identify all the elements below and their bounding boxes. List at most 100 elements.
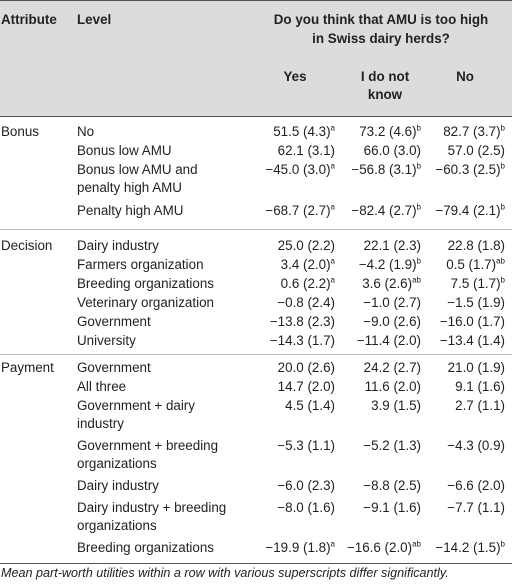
- cell-idk: 11.6 (2.0): [311, 379, 421, 394]
- cell-no: 21.0 (1.9): [395, 360, 505, 375]
- cell-value: 22.1 (2.3): [363, 238, 421, 253]
- cell-value: −19.9 (1.8): [265, 540, 331, 555]
- cell-value: 3.4 (2.0): [280, 257, 331, 272]
- significance-superscript: b: [500, 123, 505, 133]
- level-label: Dairy industry: [77, 238, 159, 253]
- header-rule: [0, 116, 512, 117]
- level-label: Government + breeding: [77, 438, 219, 453]
- cell-idk: −56.8 (3.1)b: [311, 162, 421, 177]
- attribute-label: Payment: [1, 360, 54, 375]
- cell-value: 20.0 (2.6): [277, 360, 335, 375]
- cell-value: 24.2 (2.7): [363, 360, 421, 375]
- level-label: Farmers organization: [77, 257, 204, 272]
- significance-superscript: b: [416, 256, 421, 266]
- level-header: Level: [77, 12, 112, 27]
- cell-no: −79.4 (2.1) b: [395, 203, 505, 218]
- cell-value: −8.8 (2.5): [363, 478, 421, 493]
- cell-value: 4.5 (1.4): [285, 398, 335, 413]
- significance-superscript: b: [500, 539, 505, 549]
- cell-yes: 0.6 (2.2)a: [225, 276, 335, 291]
- cell-yes: −14.3 (1.7): [225, 333, 335, 348]
- level-label: Dairy industry + breeding: [77, 500, 227, 515]
- cell-idk: −9.0 (2.6): [311, 314, 421, 329]
- cell-no: −14.2 (1.5)b: [395, 540, 505, 555]
- level-label: Breeding organizations: [77, 540, 214, 555]
- cell-no: −16.0 (1.7): [395, 314, 505, 329]
- cell-yes: −0.8 (2.4): [225, 295, 335, 310]
- cell-value: 51.5 (4.3): [273, 124, 331, 139]
- cell-yes: 14.7 (2.0): [225, 379, 335, 394]
- level-label: No: [77, 124, 95, 139]
- cell-yes: 4.5 (1.4): [225, 398, 335, 413]
- cell-value: 57.0 (2.5): [447, 143, 505, 158]
- cell-value: 14.7 (2.0): [277, 379, 335, 394]
- significance-superscript: a: [330, 539, 335, 549]
- cell-idk: −5.2 (1.3): [311, 438, 421, 453]
- cell-yes: 51.5 (4.3)a: [225, 124, 335, 139]
- cell-value: −5.3 (1.1): [277, 438, 335, 453]
- cell-no: −13.4 (1.4): [395, 333, 505, 348]
- yes-header: Yes: [283, 69, 307, 84]
- cell-value: 3.6 (2.6): [362, 276, 413, 291]
- significance-superscript: b: [416, 202, 421, 212]
- top-rule: [0, 0, 512, 1]
- cell-value: 82.7 (3.7): [443, 124, 501, 139]
- level-label: Bonus low AMU: [77, 143, 172, 158]
- cell-value: −16.0 (1.7): [439, 314, 505, 329]
- cell-idk: −8.8 (2.5): [311, 478, 421, 493]
- table-header: [0, 0, 512, 116]
- cell-idk: 24.2 (2.7): [311, 360, 421, 375]
- level-label: Veterinary organization: [77, 295, 214, 310]
- significance-superscript: b: [416, 123, 421, 133]
- significance-superscript: a: [330, 202, 335, 212]
- level-label: penalty high AMU: [77, 180, 182, 195]
- level-label: All three: [77, 379, 127, 394]
- cell-yes: −8.0 (1.6): [225, 500, 335, 515]
- idk-header-line1: I do not: [360, 69, 410, 84]
- cell-idk: 66.0 (3.0): [311, 143, 421, 158]
- cell-value: −8.0 (1.6): [277, 500, 335, 515]
- cell-idk: 3.6 (2.6)ab: [311, 276, 421, 291]
- cell-no: 9.1 (1.6): [395, 379, 505, 394]
- cell-yes: 20.0 (2.6): [225, 360, 335, 375]
- level-label: organizations: [77, 456, 157, 471]
- cell-idk: 22.1 (2.3): [311, 238, 421, 253]
- cell-value: −6.6 (2.0): [447, 478, 505, 493]
- level-label: Government: [77, 314, 151, 329]
- cell-value: 11.6 (2.0): [364, 379, 421, 394]
- significance-superscript: ab: [412, 275, 421, 285]
- cell-value: −4.2 (1.9): [358, 257, 417, 272]
- cell-value: −16.6 (2.0): [346, 540, 413, 555]
- cell-value: 0.6 (2.2): [280, 276, 331, 291]
- cell-idk: −4.2 (1.9)b: [311, 257, 421, 272]
- cell-no: −6.6 (2.0): [395, 478, 505, 493]
- cell-value: −13.8 (2.3): [269, 314, 335, 329]
- cell-value: −1.5 (1.9): [447, 295, 505, 310]
- no-header: No: [456, 69, 474, 84]
- level-label: Breeding organizations: [77, 276, 214, 291]
- cell-idk: 73.2 (4.6)b: [311, 124, 421, 139]
- cell-value: 7.5 (1.7): [450, 276, 501, 291]
- idk-header-line2: know: [367, 87, 403, 102]
- cell-yes: −6.0 (2.3): [225, 478, 335, 493]
- cell-value: −79.4 (2.1): [435, 203, 501, 218]
- cell-no: 22.8 (1.8): [395, 238, 505, 253]
- footnote: Mean part-worth utilities within a row w…: [1, 566, 449, 580]
- cell-yes: −68.7 (2.7)a: [225, 203, 335, 218]
- cell-idk: −1.0 (2.7): [311, 295, 421, 310]
- attribute-label: Bonus: [1, 124, 39, 139]
- significance-superscript: b: [500, 161, 505, 171]
- significance-superscript: a: [330, 256, 335, 266]
- cell-value: −11.4 (2.0): [356, 333, 421, 348]
- cell-value: −82.4 (2.7): [351, 203, 417, 218]
- level-label: organizations: [77, 518, 157, 533]
- level-label: industry: [77, 416, 124, 431]
- significance-superscript: ab: [412, 539, 421, 549]
- question-header-line2: in Swiss dairy herds?: [312, 31, 450, 46]
- cell-idk: 3.9 (1.5): [311, 398, 421, 413]
- level-label: University: [77, 333, 136, 348]
- cell-value: −45.0 (3.0): [265, 162, 331, 177]
- level-label: Penalty high AMU: [77, 203, 184, 218]
- significance-superscript: a: [330, 275, 335, 285]
